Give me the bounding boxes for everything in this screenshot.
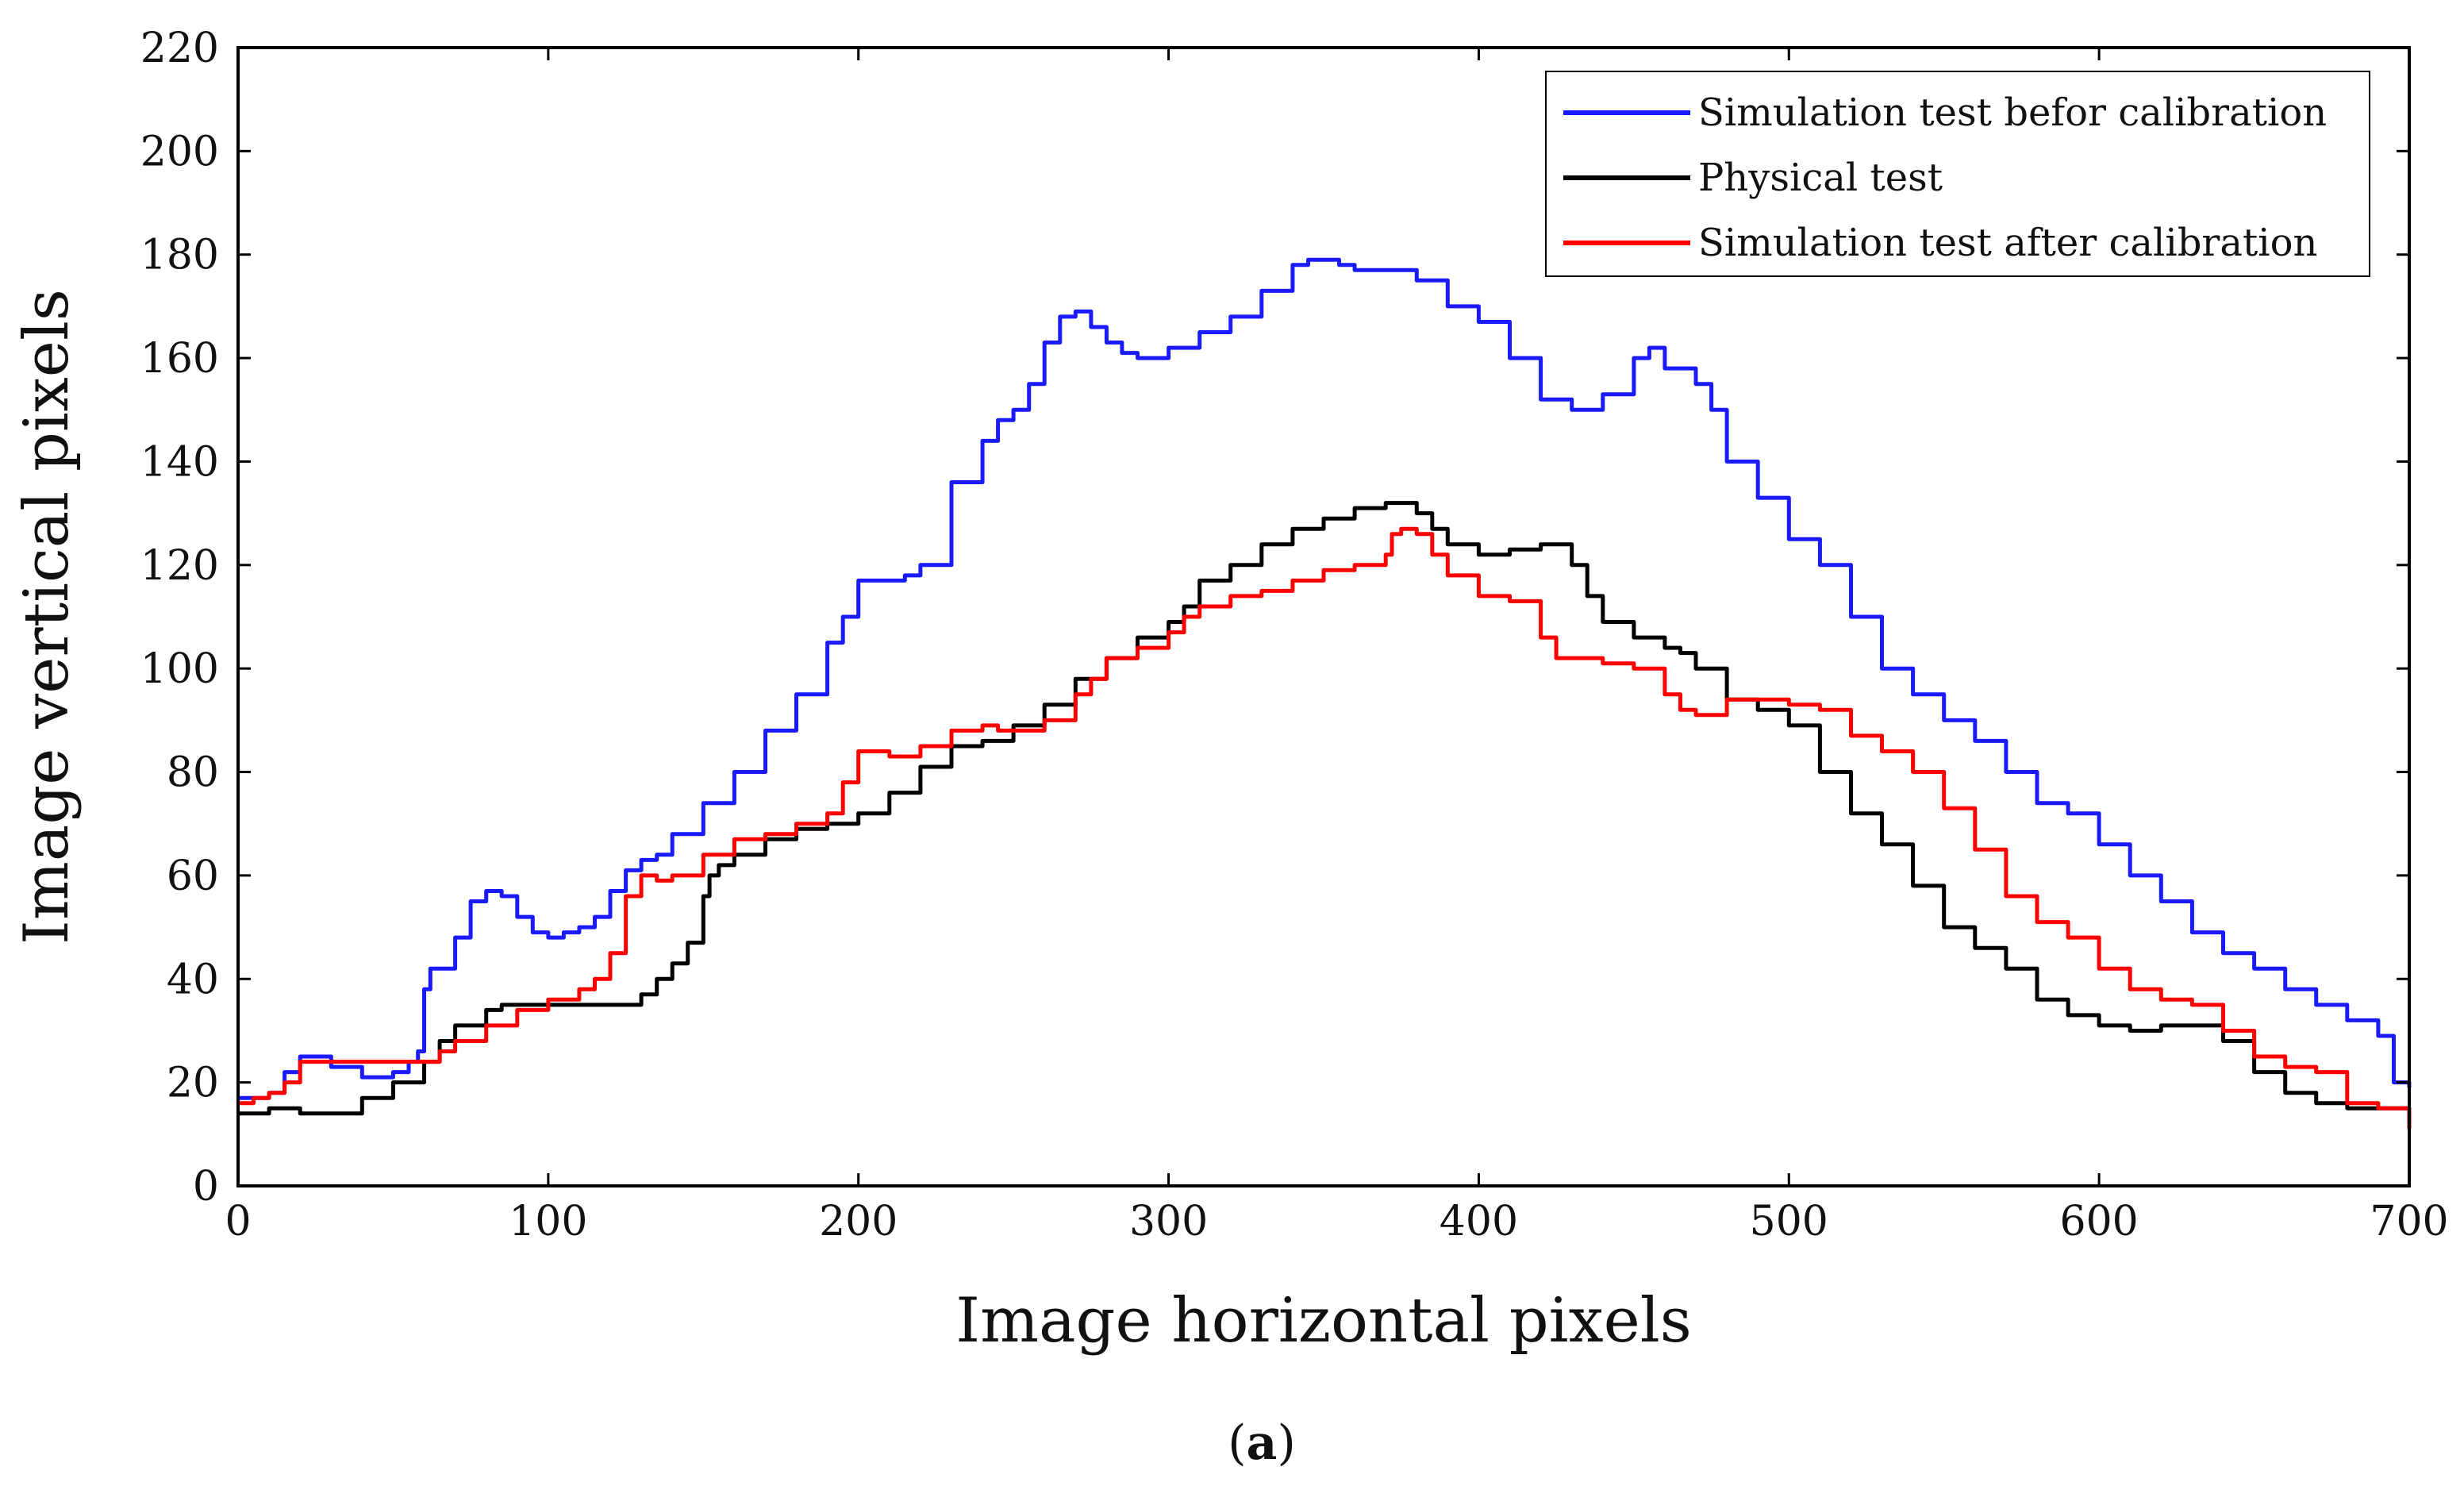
y-tick-label: 100 [140, 645, 219, 693]
y-tick-label: 120 [140, 542, 219, 590]
x-tick-label: 700 [2370, 1198, 2448, 1245]
y-tick-label: 200 [140, 128, 219, 175]
legend: Simulation test befor calibration Physica… [1545, 71, 2370, 277]
series-line-2 [238, 526, 2412, 1130]
y-tick-label: 40 [167, 956, 219, 1003]
plot-frame [236, 46, 2411, 1187]
x-tick-label: 300 [1129, 1198, 1208, 1245]
caption-close-paren: ) [1277, 1415, 1295, 1471]
y-tick-label: 140 [140, 438, 219, 486]
y-tick-label: 0 [193, 1163, 219, 1211]
caption-open-paren: ( [1228, 1415, 1246, 1471]
x-tick-label: 0 [225, 1198, 251, 1245]
x-tick-label: 100 [509, 1198, 587, 1245]
series-line-0 [238, 257, 2412, 1100]
legend-label-2: Simulation test after calibration [1698, 221, 2317, 265]
figure-caption: (a) [1228, 1415, 1296, 1471]
ticks-layer: 0 100 200 300 400 500 600 700 0 20 40 60 80 100 120 140… [140, 25, 2449, 1245]
y-tick-label: 80 [167, 749, 219, 797]
y-axis-title: Image vertical pixels [11, 289, 83, 945]
caption-letter: a [1247, 1415, 1278, 1471]
x-tick-label: 200 [819, 1198, 898, 1245]
series-layer [238, 257, 2412, 1130]
x-tick-label: 400 [1440, 1198, 1518, 1245]
legend-label-0: Simulation test befor calibration [1698, 90, 2327, 135]
y-tick-label: 180 [140, 232, 219, 279]
legend-label-1: Physical test [1698, 156, 1943, 200]
y-tick-label: 160 [140, 335, 219, 383]
y-tick-label: 60 [167, 853, 219, 900]
x-tick-label: 600 [2060, 1198, 2139, 1245]
y-tick-label: 220 [140, 25, 219, 72]
series-line-1 [238, 501, 2409, 1116]
x-axis-title: Image horizontal pixels [955, 1285, 1691, 1357]
y-tick-label: 20 [167, 1060, 219, 1107]
x-tick-label: 500 [1750, 1198, 1828, 1245]
